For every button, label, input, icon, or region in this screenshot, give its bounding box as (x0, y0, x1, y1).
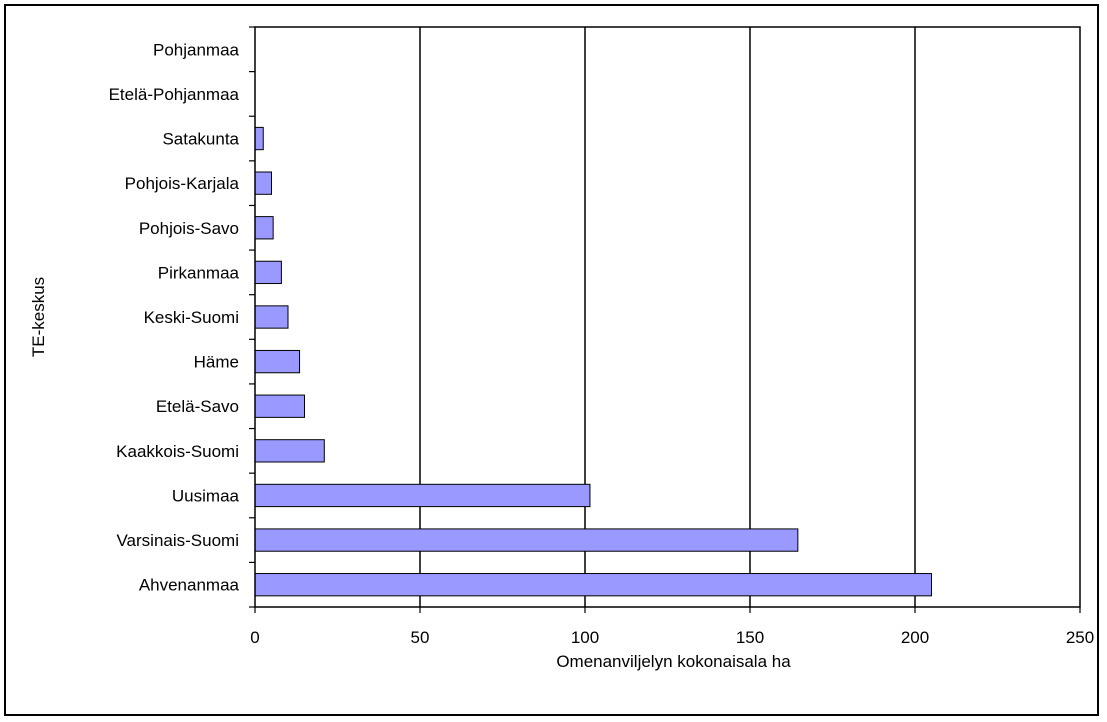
category-labels: Pohjanmaa Etelä-Pohjanmaa Satakunta Pohjois… (109, 40, 240, 594)
x-tick-label: 250 (1066, 628, 1094, 647)
category-label: Pohjois-Karjala (125, 174, 240, 193)
chart-frame (4, 4, 1099, 716)
category-label: Etelä-Pohjanmaa (109, 85, 240, 104)
category-label: Etelä-Savo (156, 397, 239, 416)
bar (254, 573, 932, 597)
x-tick-label: 150 (736, 628, 764, 647)
bar (254, 394, 305, 418)
bars (254, 126, 932, 597)
x-tick-label: 100 (571, 628, 599, 647)
x-tick-labels: 0 50 100 150 200 250 (250, 628, 1094, 647)
category-label: Satakunta (162, 130, 239, 149)
x-tick-label: 50 (411, 628, 430, 647)
category-label: Pohjois-Savo (139, 219, 239, 238)
bar (254, 528, 799, 552)
bar (254, 439, 325, 463)
bar (254, 126, 264, 151)
bar (254, 171, 272, 195)
category-label: Kaakkois-Suomi (116, 442, 239, 461)
category-label: Ahvenanmaa (139, 576, 240, 595)
category-label: Varsinais-Suomi (116, 531, 239, 550)
category-label: Pirkanmaa (158, 263, 240, 282)
bar (254, 305, 289, 329)
grid-lines (419, 27, 916, 607)
plot-area-border (254, 26, 1081, 608)
category-label: Häme (194, 353, 239, 372)
category-label: Pohjanmaa (153, 40, 240, 59)
x-tick-label: 200 (901, 628, 929, 647)
category-label: Uusimaa (172, 486, 240, 505)
bar (254, 483, 591, 508)
bar (254, 260, 282, 285)
category-label: Keski-Suomi (144, 308, 239, 327)
x-tick-label: 0 (250, 628, 259, 647)
x-axis-title: Omenanviljelyn kokonaisala ha (556, 652, 791, 671)
bar (254, 349, 301, 374)
axes (249, 26, 1081, 613)
bar (254, 216, 274, 240)
y-axis-title: TE-keskus (29, 277, 48, 357)
